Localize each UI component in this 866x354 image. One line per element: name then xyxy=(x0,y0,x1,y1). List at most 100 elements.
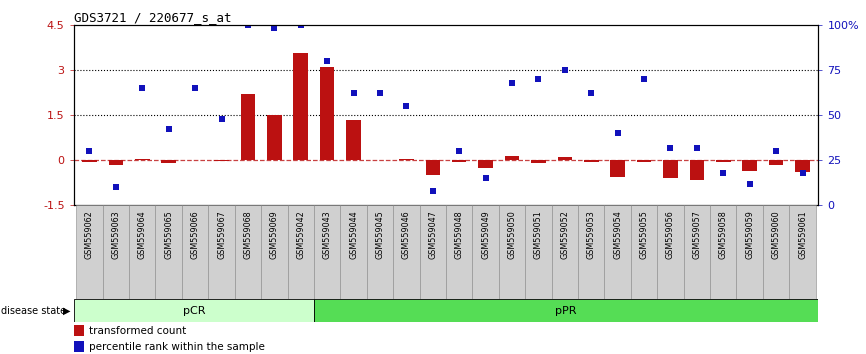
Bar xyxy=(129,205,156,299)
Text: GSM559043: GSM559043 xyxy=(323,210,332,259)
Point xyxy=(399,103,413,109)
Text: GSM559060: GSM559060 xyxy=(772,210,780,259)
Point xyxy=(346,91,360,96)
Point xyxy=(320,58,334,64)
Bar xyxy=(611,160,625,177)
Bar xyxy=(367,205,393,299)
Text: GSM559044: GSM559044 xyxy=(349,210,358,259)
Bar xyxy=(663,160,678,178)
Bar xyxy=(710,205,736,299)
Bar xyxy=(288,25,314,205)
Bar xyxy=(763,25,789,205)
Bar xyxy=(82,160,97,162)
Bar xyxy=(262,25,288,205)
Bar xyxy=(763,205,789,299)
Point xyxy=(479,176,493,181)
Bar xyxy=(558,157,572,160)
Text: disease state: disease state xyxy=(1,306,66,316)
Bar xyxy=(161,160,176,162)
Bar xyxy=(420,205,446,299)
Bar xyxy=(182,205,209,299)
Point xyxy=(637,76,651,82)
Bar xyxy=(769,160,784,165)
Bar xyxy=(367,25,393,205)
Point xyxy=(532,76,546,82)
Point xyxy=(558,67,572,73)
Bar xyxy=(235,205,262,299)
Bar xyxy=(472,205,499,299)
Text: GSM559059: GSM559059 xyxy=(746,210,754,259)
Text: GSM559050: GSM559050 xyxy=(507,210,516,259)
Bar xyxy=(446,25,472,205)
Bar xyxy=(452,160,467,162)
Point xyxy=(585,91,598,96)
Bar xyxy=(584,160,598,162)
Bar xyxy=(74,341,85,353)
Text: GSM559069: GSM559069 xyxy=(270,210,279,259)
Bar xyxy=(657,205,683,299)
Bar xyxy=(340,25,367,205)
Bar xyxy=(314,25,340,205)
Text: GSM559061: GSM559061 xyxy=(798,210,807,259)
Bar xyxy=(736,25,763,205)
Point xyxy=(109,184,123,190)
Bar xyxy=(604,205,630,299)
Bar xyxy=(241,94,255,160)
Text: pPR: pPR xyxy=(555,306,577,316)
Text: percentile rank within the sample: percentile rank within the sample xyxy=(88,342,265,352)
Bar xyxy=(294,53,308,160)
Text: GSM559054: GSM559054 xyxy=(613,210,622,259)
Point xyxy=(690,145,704,150)
Bar xyxy=(789,25,816,205)
Bar xyxy=(156,205,182,299)
Text: GSM559053: GSM559053 xyxy=(587,210,596,259)
Point xyxy=(743,181,757,187)
Point xyxy=(663,145,677,150)
Bar xyxy=(76,25,103,205)
Bar xyxy=(320,67,334,160)
Text: GSM559068: GSM559068 xyxy=(243,210,252,259)
Bar xyxy=(578,25,604,205)
Bar xyxy=(657,25,683,205)
Bar xyxy=(742,160,757,171)
Text: pCR: pCR xyxy=(183,306,205,316)
Bar xyxy=(630,25,657,205)
Text: GSM559067: GSM559067 xyxy=(217,210,226,259)
Text: GSM559064: GSM559064 xyxy=(138,210,146,259)
Bar xyxy=(637,160,651,162)
Bar xyxy=(716,160,731,162)
Bar xyxy=(76,205,103,299)
Point xyxy=(188,85,202,91)
Bar xyxy=(393,25,420,205)
Point xyxy=(268,25,281,31)
Bar xyxy=(472,25,499,205)
Text: GSM559055: GSM559055 xyxy=(640,210,649,259)
Text: GSM559042: GSM559042 xyxy=(296,210,305,259)
Bar xyxy=(267,115,281,160)
Bar xyxy=(314,299,818,322)
Bar xyxy=(340,205,367,299)
Bar xyxy=(478,160,493,168)
Point xyxy=(611,130,624,136)
Text: GSM559049: GSM559049 xyxy=(481,210,490,259)
Text: GSM559063: GSM559063 xyxy=(112,210,120,259)
Point xyxy=(452,148,466,154)
Text: GSM559065: GSM559065 xyxy=(165,210,173,259)
Bar xyxy=(552,25,578,205)
Bar xyxy=(499,25,525,205)
Point xyxy=(373,91,387,96)
Bar xyxy=(425,160,440,175)
Bar xyxy=(683,205,710,299)
Bar xyxy=(789,205,816,299)
Bar xyxy=(630,205,657,299)
Bar xyxy=(235,25,262,205)
Bar xyxy=(446,205,472,299)
Bar xyxy=(74,299,314,322)
Point xyxy=(82,148,96,154)
Point xyxy=(294,22,307,28)
Bar xyxy=(74,325,85,336)
Bar xyxy=(531,160,546,162)
Point xyxy=(215,116,229,121)
Bar xyxy=(103,25,129,205)
Bar xyxy=(214,160,229,161)
